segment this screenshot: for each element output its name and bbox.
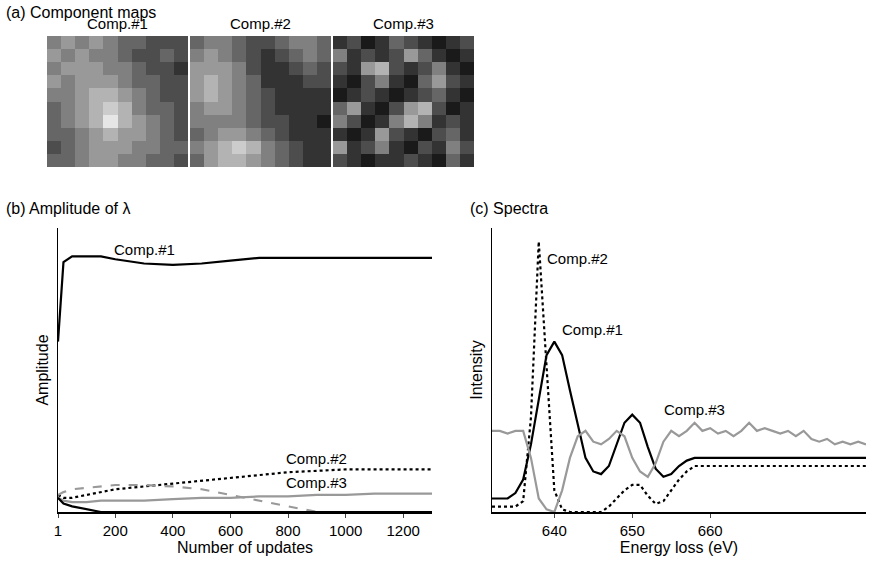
- svg-text:Number of updates: Number of updates: [177, 539, 313, 556]
- svg-text:Comp.#2: Comp.#2: [230, 15, 291, 32]
- svg-text:Comp.#3: Comp.#3: [664, 401, 725, 418]
- svg-text:Amplitude: Amplitude: [34, 334, 51, 405]
- svg-text:Comp.#1: Comp.#1: [562, 321, 623, 338]
- svg-text:Comp.#1: Comp.#1: [87, 15, 148, 32]
- svg-text:(a) Component maps: (a) Component maps: [6, 4, 156, 21]
- svg-text:1000: 1000: [329, 522, 362, 539]
- svg-text:Comp.#1: Comp.#1: [114, 241, 175, 258]
- svg-text:Comp.#2: Comp.#2: [286, 450, 347, 467]
- svg-text:800: 800: [276, 522, 301, 539]
- svg-text:Comp.#3: Comp.#3: [373, 15, 434, 32]
- svg-text:(c) Spectra: (c) Spectra: [470, 200, 548, 217]
- svg-text:600: 600: [218, 522, 243, 539]
- svg-text:Intensity: Intensity: [468, 340, 485, 400]
- svg-text:1: 1: [54, 522, 62, 539]
- svg-text:Energy loss (eV): Energy loss (eV): [620, 539, 738, 556]
- svg-text:(b) Amplitude of λ: (b) Amplitude of λ: [6, 200, 131, 217]
- svg-text:400: 400: [160, 522, 185, 539]
- svg-text:200: 200: [103, 522, 128, 539]
- svg-text:Comp.#3: Comp.#3: [286, 474, 347, 491]
- svg-text:660: 660: [698, 522, 723, 539]
- svg-text:640: 640: [542, 522, 567, 539]
- svg-text:Comp.#2: Comp.#2: [547, 250, 608, 267]
- svg-text:650: 650: [620, 522, 645, 539]
- svg-text:1200: 1200: [387, 522, 420, 539]
